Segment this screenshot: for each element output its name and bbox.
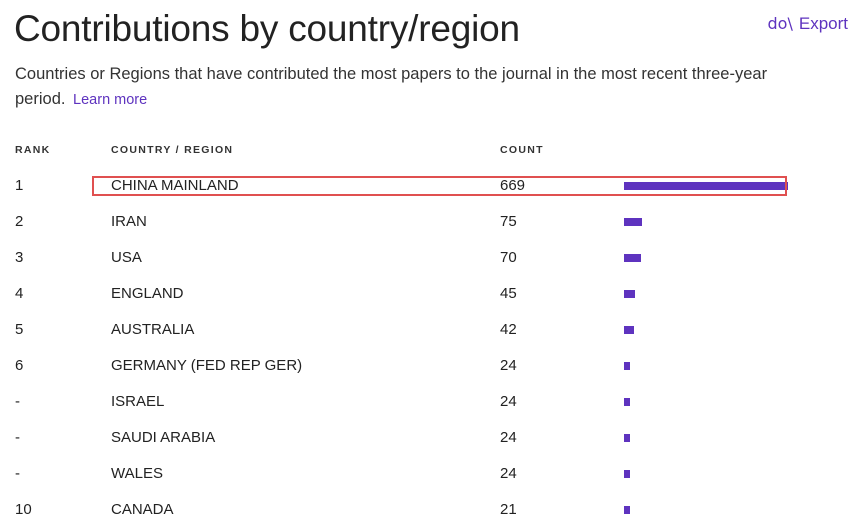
table-row: 6 GERMANY (FED REP GER) 24	[0, 348, 850, 384]
export-button[interactable]: do\ Export	[768, 14, 848, 34]
count-bar	[624, 470, 630, 478]
column-header-country: COUNTRY / REGION	[111, 144, 234, 156]
table-row: 3 USA 70	[0, 240, 850, 276]
count-bar	[624, 218, 642, 226]
rank-cell: 6	[15, 357, 24, 374]
country-cell: AUSTRALIA	[111, 321, 195, 338]
learn-more-link[interactable]: Learn more	[73, 92, 148, 108]
table-row: 10 CANADA 21	[0, 492, 850, 528]
country-cell: CHINA MAINLAND	[111, 177, 239, 194]
rank-cell: 10	[15, 501, 32, 518]
count-cell: 24	[500, 393, 517, 410]
country-cell: GERMANY (FED REP GER)	[111, 357, 303, 374]
count-cell: 45	[500, 285, 517, 302]
rank-cell: -	[15, 465, 20, 482]
country-cell: ISRAEL	[111, 393, 165, 410]
count-cell: 70	[500, 249, 517, 266]
count-bar	[624, 434, 630, 442]
rank-cell: 2	[15, 213, 24, 230]
column-header-count: COUNT	[500, 144, 544, 156]
table-row: 5 AUSTRALIA 42	[0, 312, 850, 348]
count-cell: 24	[500, 429, 517, 446]
count-bar	[624, 254, 641, 262]
description-text: Countries or Regions that have contribut…	[15, 65, 768, 108]
rank-cell: 3	[15, 249, 24, 266]
count-bar	[624, 290, 635, 298]
rank-cell: 5	[15, 321, 24, 338]
count-bar	[624, 398, 630, 406]
count-cell: 21	[500, 501, 517, 518]
download-icon: do\	[767, 14, 793, 33]
count-bar	[624, 362, 630, 370]
count-bar	[624, 506, 630, 514]
country-cell: WALES	[111, 465, 163, 482]
country-cell: USA	[111, 249, 142, 266]
country-cell: CANADA	[111, 501, 174, 518]
table-row: - ISRAEL 24	[0, 384, 850, 420]
table-row: 2 IRAN 75	[0, 204, 850, 240]
count-cell: 669	[500, 177, 526, 194]
count-cell: 42	[500, 321, 517, 338]
table-row: 4 ENGLAND 45	[0, 276, 850, 312]
column-header-rank: RANK	[15, 144, 51, 156]
rank-cell: -	[15, 393, 20, 410]
country-cell: ENGLAND	[111, 285, 184, 302]
table-row: - WALES 24	[0, 456, 850, 492]
page-title: Contributions by country/region	[14, 8, 520, 49]
country-cell: IRAN	[111, 213, 147, 230]
count-cell: 24	[500, 465, 517, 482]
rank-cell: 1	[15, 177, 24, 194]
count-bar	[624, 326, 634, 334]
country-cell: SAUDI ARABIA	[111, 429, 216, 446]
rank-cell: -	[15, 429, 20, 446]
count-cell: 24	[500, 357, 517, 374]
count-bar	[624, 182, 788, 190]
table-row: - SAUDI ARABIA 24	[0, 420, 850, 456]
description: Countries or Regions that have contribut…	[15, 62, 815, 113]
table-row: 1 CHINA MAINLAND 669	[0, 168, 850, 204]
export-label: Export	[798, 14, 848, 33]
count-cell: 75	[500, 213, 517, 230]
rank-cell: 4	[15, 285, 24, 302]
